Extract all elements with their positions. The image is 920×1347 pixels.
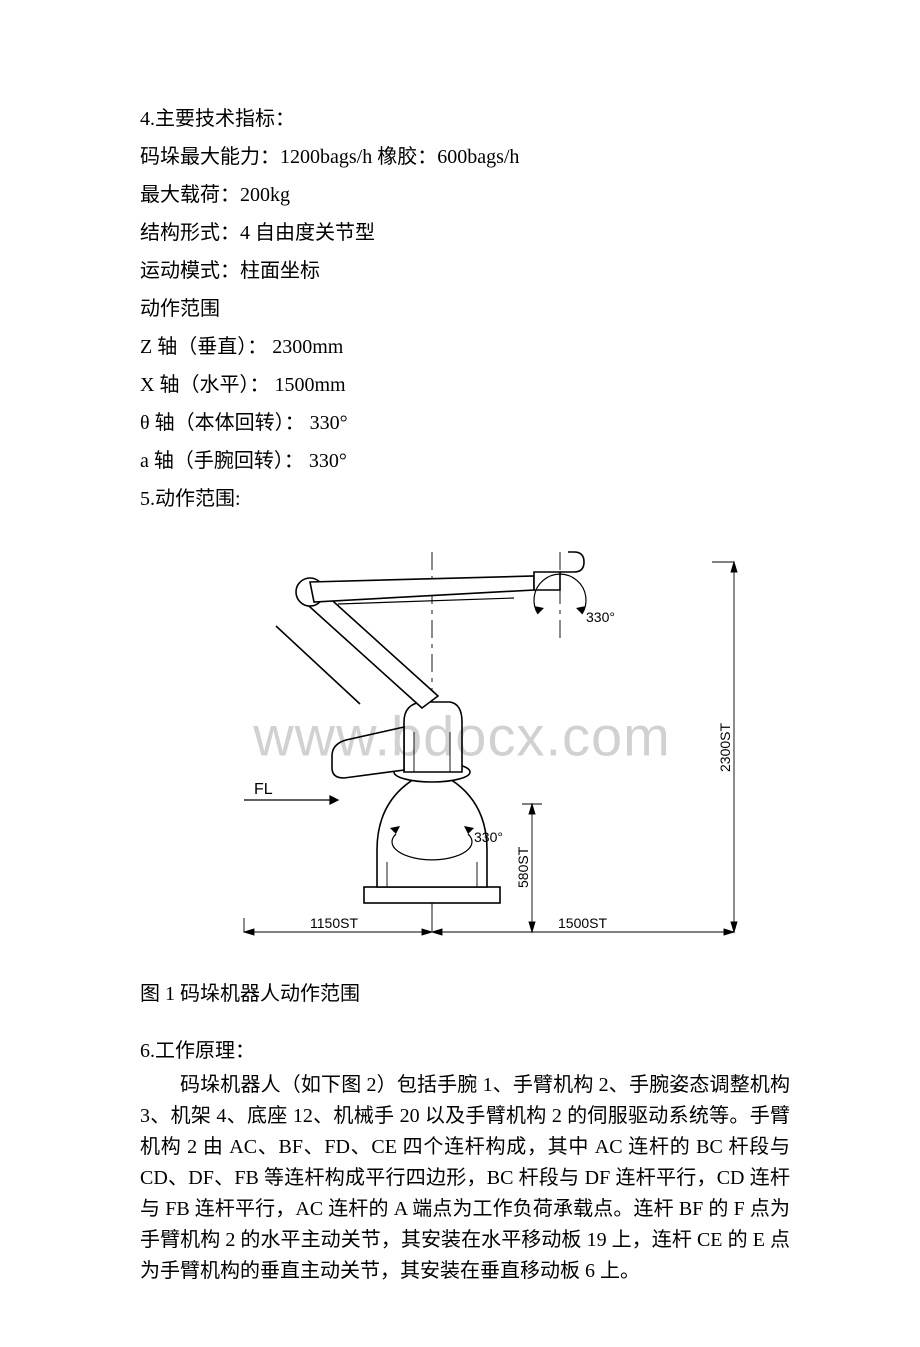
section5-heading: 5.动作范围: <box>140 480 790 518</box>
spec-line-5: Z 轴（垂直）： 2300mm <box>140 328 790 366</box>
document-page: 4.主要技术指标： 码垛最大能力：1200bags/h 橡胶：600bags/h… <box>0 0 920 1347</box>
spec-line-4: 动作范围 <box>140 290 790 328</box>
figure1-caption: 图 1 码垛机器人动作范围 <box>140 977 790 1006</box>
label-dim-580: 580ST <box>515 846 531 888</box>
section4-heading: 4.主要技术指标： <box>140 100 790 138</box>
robot-diagram-svg: FL 330° 330° 1150ST 1500ST 580ST 2300ST <box>182 532 742 962</box>
label-angle-top: 330° <box>586 609 615 625</box>
label-angle-bottom: 330° <box>474 829 503 845</box>
spec-line-7: θ 轴（本体回转）： 330° <box>140 404 790 442</box>
spec-line-1: 最大载荷：200kg <box>140 176 790 214</box>
spec-line-2: 结构形式：4 自由度关节型 <box>140 214 790 252</box>
spec-line-0: 码垛最大能力：1200bags/h 橡胶：600bags/h <box>140 138 790 176</box>
label-fl: FL <box>254 781 273 798</box>
spec-line-3: 运动模式：柱面坐标 <box>140 252 790 290</box>
label-dim-bl: 1150ST <box>310 915 358 931</box>
label-dim-br: 1500ST <box>558 915 607 931</box>
robot-range-diagram: www.bdocx.com <box>182 532 742 967</box>
section6-heading: 6.工作原理： <box>140 1032 790 1070</box>
spec-line-8: a 轴（手腕回转）： 330° <box>140 442 790 480</box>
section6-paragraph: 码垛机器人（如下图 2）包括手腕 1、手臂机构 2、手腕姿态调整机构 3、机架 … <box>140 1070 790 1287</box>
label-dim-2300: 2300ST <box>717 723 733 772</box>
spec-line-6: X 轴（水平）： 1500mm <box>140 366 790 404</box>
